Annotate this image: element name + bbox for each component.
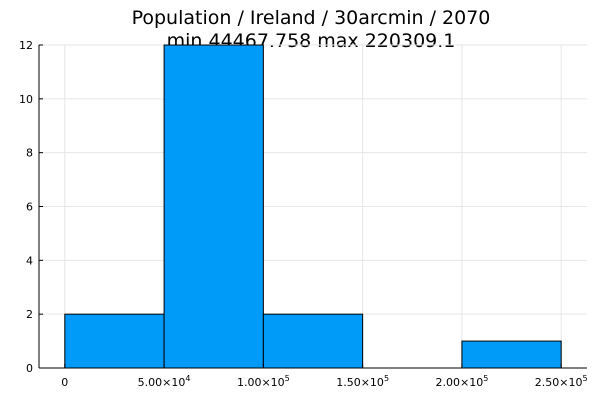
chart-title-line1: Population / Ireland / 30arcmin / 2070 xyxy=(132,7,491,29)
histogram-bar-1 xyxy=(163,44,264,369)
y-tick-label-3: 6 xyxy=(26,201,33,214)
y-tick-label-5: 10 xyxy=(19,93,33,106)
x-tick-label-4: 2.00×105 xyxy=(436,374,489,389)
x-tick-label-0: 0 xyxy=(61,376,68,389)
x-tick-label-5: 2.50×105 xyxy=(535,374,588,389)
y-tick-label-0: 0 xyxy=(26,362,33,375)
y-tick-label-4: 8 xyxy=(26,147,33,160)
histogram-bar-2 xyxy=(262,313,364,369)
y-tick-label-2: 4 xyxy=(26,254,33,267)
y-tick-label-6: 12 xyxy=(19,39,33,52)
axes xyxy=(38,44,587,369)
bars xyxy=(64,44,562,369)
x-tick-labels: 0 5.00×104 1.00×105 1.50×105 2.00×105 2.50×10… xyxy=(61,374,587,389)
x-tick-label-3: 1.50×105 xyxy=(336,374,389,389)
histogram-bar-0 xyxy=(64,313,165,369)
y-tick-label-1: 2 xyxy=(26,308,33,321)
x-tick-label-1: 5.00×104 xyxy=(138,374,191,389)
x-tick-label-2: 1.00×105 xyxy=(237,374,290,389)
y-tick-labels: 0 2 4 6 8 10 12 xyxy=(19,39,33,375)
histogram-bar-4 xyxy=(461,340,562,369)
